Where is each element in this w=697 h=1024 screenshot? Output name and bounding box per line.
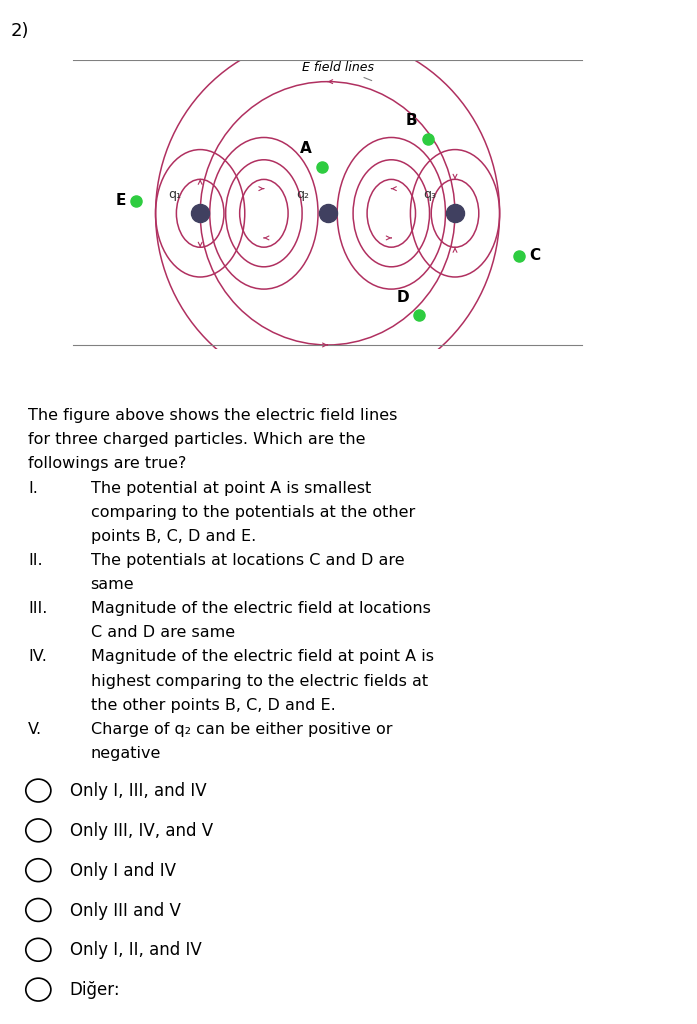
Text: Only III, IV, and V: Only III, IV, and V [70, 822, 213, 840]
Text: Only I and IV: Only I and IV [70, 862, 176, 880]
Text: E field lines: E field lines [302, 60, 374, 81]
Text: III.: III. [28, 601, 47, 616]
Text: E: E [116, 194, 126, 208]
Text: q₃: q₃ [423, 187, 436, 201]
Text: The figure above shows the electric field lines: The figure above shows the electric fiel… [28, 409, 397, 423]
Text: Charge of q₂ can be either positive or: Charge of q₂ can be either positive or [91, 722, 392, 737]
Text: the other points B, C, D and E.: the other points B, C, D and E. [91, 697, 335, 713]
Text: V.: V. [28, 722, 42, 737]
Text: The potential at point A is smallest: The potential at point A is smallest [91, 480, 371, 496]
Text: negative: negative [91, 745, 161, 761]
Text: D: D [397, 290, 409, 305]
Text: The potentials at locations C and D are: The potentials at locations C and D are [91, 553, 404, 568]
Text: C and D are same: C and D are same [91, 626, 235, 640]
Text: C: C [529, 248, 540, 263]
Text: Only I, III, and IV: Only I, III, and IV [70, 782, 206, 800]
Text: Diğer:: Diğer: [70, 981, 121, 999]
Text: IV.: IV. [28, 649, 47, 665]
Text: Magnitude of the electric field at point A is: Magnitude of the electric field at point… [91, 649, 434, 665]
Text: Only I, II, and IV: Only I, II, and IV [70, 941, 201, 959]
Text: points B, C, D and E.: points B, C, D and E. [91, 528, 256, 544]
Text: A: A [300, 141, 312, 157]
Text: Magnitude of the electric field at locations: Magnitude of the electric field at locat… [91, 601, 431, 616]
Text: q₂: q₂ [296, 187, 309, 201]
Text: comparing to the potentials at the other: comparing to the potentials at the other [91, 505, 415, 519]
Text: B: B [406, 114, 418, 128]
Text: II.: II. [28, 553, 43, 568]
Text: highest comparing to the electric fields at: highest comparing to the electric fields… [91, 674, 428, 688]
Text: for three charged particles. Which are the: for three charged particles. Which are t… [28, 432, 365, 447]
Text: followings are true?: followings are true? [28, 457, 186, 471]
Text: same: same [91, 578, 135, 592]
Text: Only III and V: Only III and V [70, 901, 181, 920]
Text: 2): 2) [10, 22, 29, 40]
Text: I.: I. [28, 480, 38, 496]
Text: q₁: q₁ [169, 187, 181, 201]
